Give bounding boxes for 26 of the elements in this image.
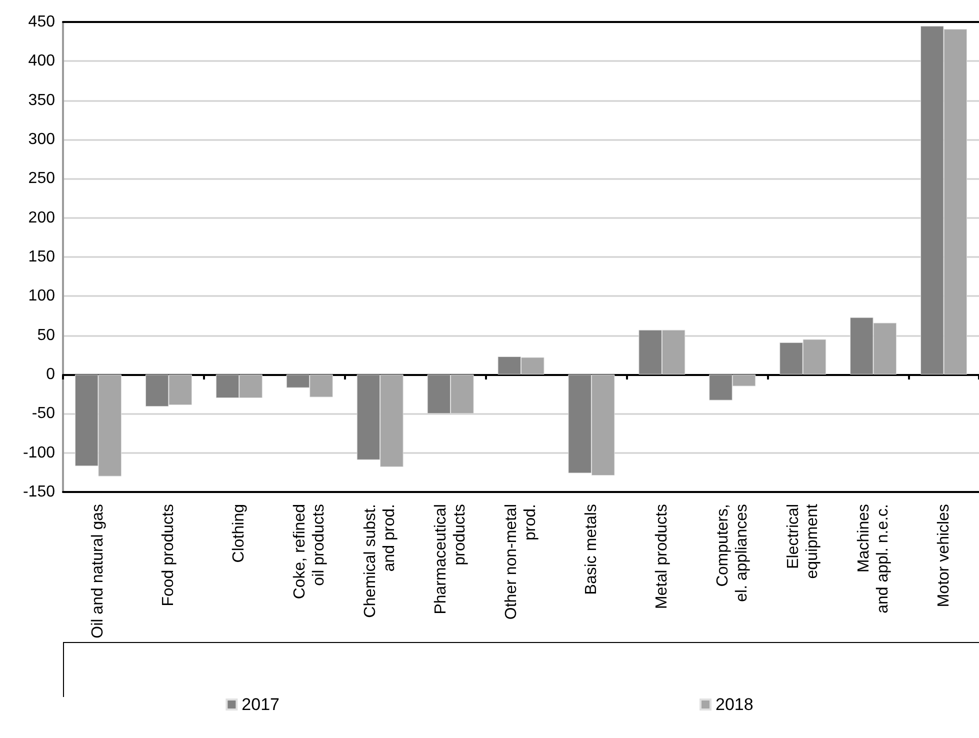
- y-tick-label: 50: [37, 326, 56, 344]
- y-tick-label: 300: [28, 131, 56, 148]
- x-tick-label: Clothing: [230, 504, 248, 563]
- x-tick-label: Metal products: [653, 504, 670, 609]
- y-tick-label: 450: [28, 14, 56, 30]
- y-tick-label: 200: [28, 209, 56, 226]
- y-tick-label: 100: [28, 288, 56, 305]
- y-tick-label: 250: [28, 170, 56, 188]
- legend-label: 2017: [242, 695, 280, 714]
- x-tick-label: Basic metals: [582, 504, 600, 595]
- x-tick-label: Food products: [160, 504, 178, 606]
- x-tick-label: Chemical subst. and prod.: [362, 504, 398, 618]
- y-tick-label: 350: [28, 92, 56, 109]
- y-tick-label: -100: [22, 444, 56, 462]
- x-tick-label: Other non-metal prod.: [503, 504, 539, 620]
- x-tick-label: Oil and natural gas: [90, 504, 107, 638]
- x-tick-label: Machines and appl. n.e.c.: [855, 504, 892, 614]
- x-tick-label: Motor vehicles: [935, 504, 952, 608]
- x-tick-label: Computers, el. appliances: [714, 504, 750, 602]
- legend-label: 2018: [716, 695, 754, 714]
- x-tick-label: Coke, refined oil products: [292, 504, 328, 600]
- y-tick-label: -150: [22, 484, 56, 500]
- y-tick-label: 150: [28, 248, 56, 266]
- y-tick-label: 400: [28, 52, 56, 70]
- y-tick-label: 0: [46, 366, 56, 383]
- y-tick-label: -50: [32, 405, 56, 422]
